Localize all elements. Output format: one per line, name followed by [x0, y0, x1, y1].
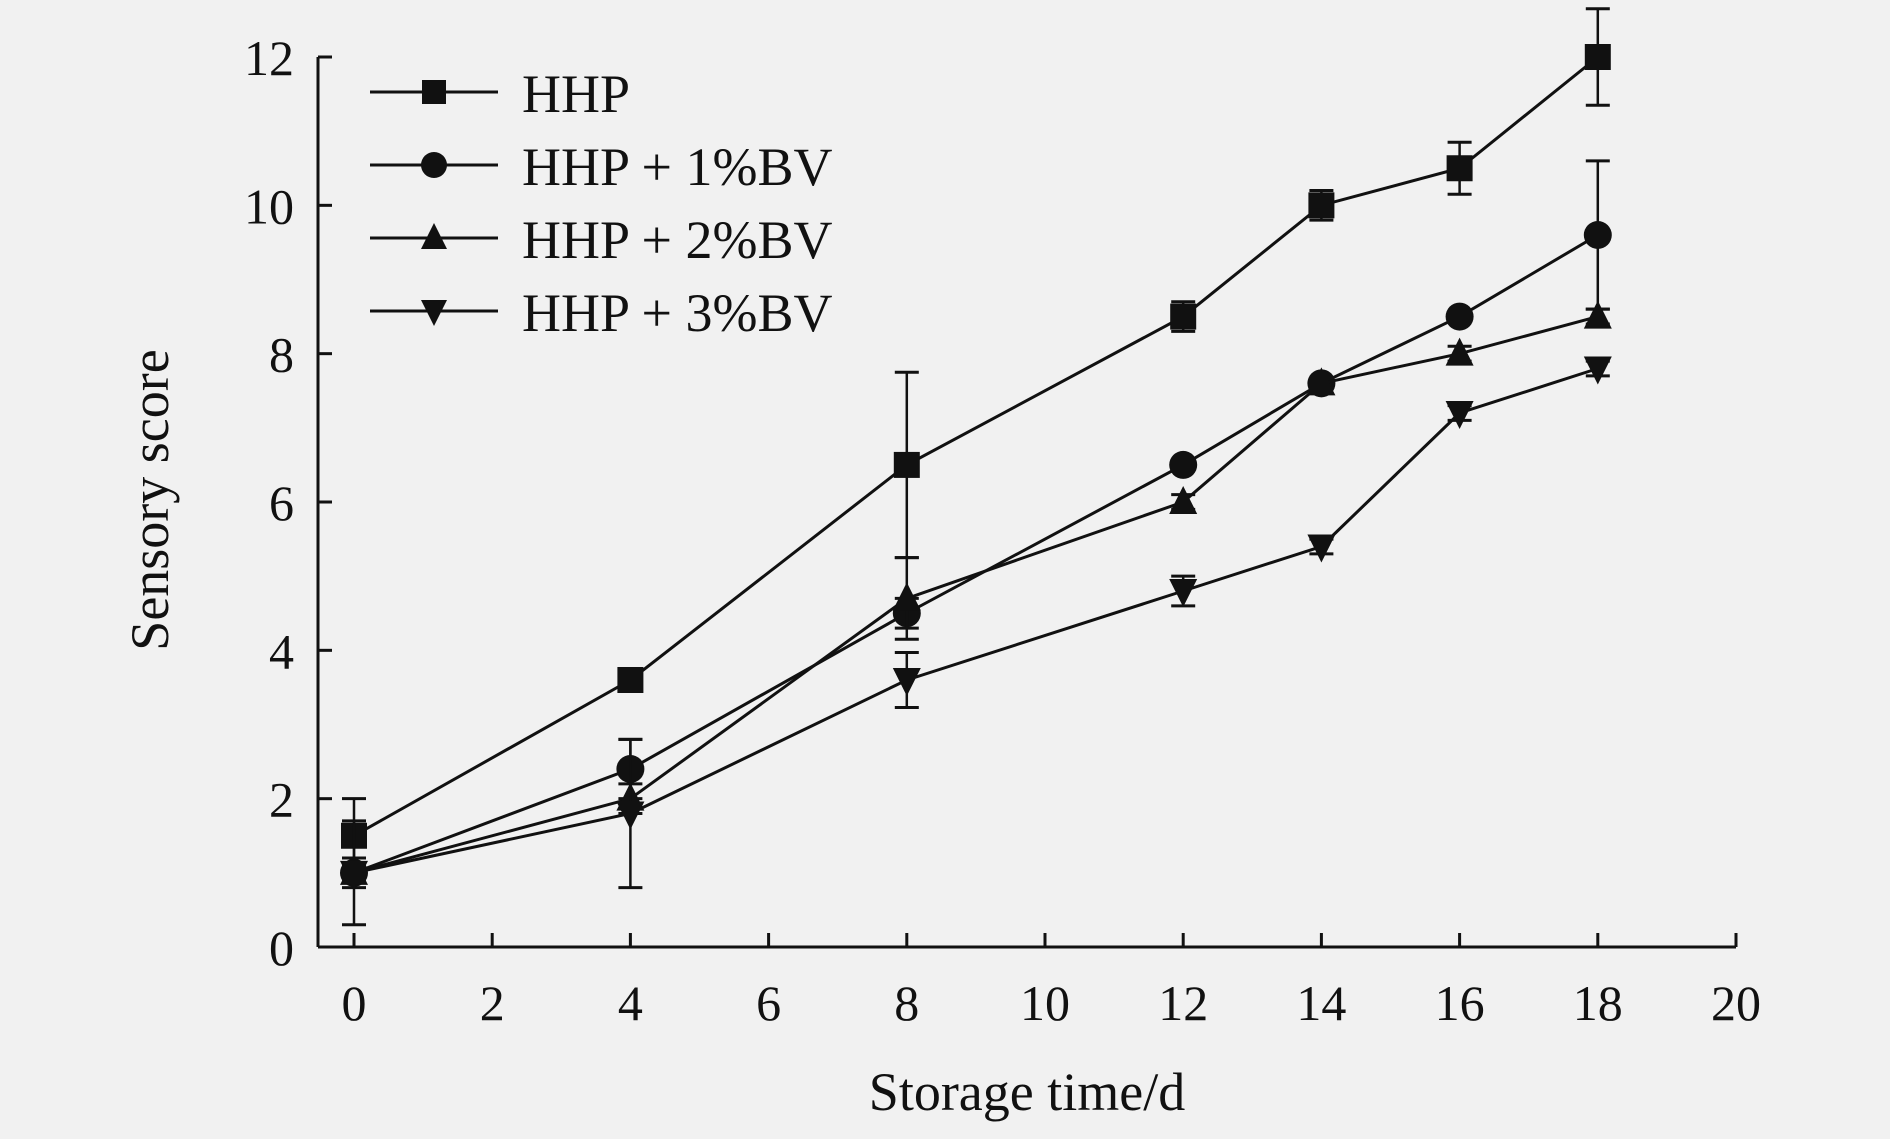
axes: 0 2 4 6 8 10 12 14 16 18 20 0 2 4 6 8 10 12: [244, 30, 1761, 1031]
x-tick-label: 8: [894, 975, 919, 1031]
y-tick-label: 8: [269, 327, 294, 383]
triangle-down-marker: [1307, 534, 1336, 563]
y-tick-label: 6: [269, 475, 294, 531]
x-tick-label: 2: [480, 975, 505, 1031]
legend-item: HHP + 3%BV: [370, 283, 832, 343]
series-3: [340, 356, 1612, 927]
triangle-down-marker: [1445, 401, 1474, 429]
y-tick-label: 12: [244, 30, 294, 86]
square-marker: [893, 451, 920, 478]
x-tick-label: 20: [1711, 975, 1761, 1031]
triangle-up-marker: [1445, 337, 1474, 366]
triangle-up-marker: [892, 582, 921, 611]
triangle-up-marker: [1169, 486, 1198, 514]
triangle-up-marker: [421, 223, 447, 249]
square-marker: [1308, 192, 1335, 219]
legend-label: HHP: [522, 64, 630, 124]
legend-item: HHP: [370, 64, 630, 124]
x-tick-label: 18: [1573, 975, 1623, 1031]
x-tick-label: 6: [756, 975, 781, 1031]
x-tick-label: 4: [618, 975, 643, 1031]
y-tick-label: 4: [269, 623, 294, 679]
series-line: [353, 367, 1599, 875]
x-tick-label: 14: [1296, 975, 1346, 1031]
y-tick-label: 10: [244, 178, 294, 234]
x-tick-label: 0: [342, 975, 367, 1031]
square-marker: [1446, 155, 1473, 182]
x-axis-title: Storage time/d: [869, 1062, 1185, 1122]
circle-marker: [1583, 221, 1612, 249]
y-axis-title: Sensory score: [120, 349, 180, 650]
legend: HHP HHP + 1%BV HHP + 2%BV HHP + 3%BV: [370, 64, 832, 343]
triangle-down-marker: [1169, 579, 1198, 607]
triangle-up-marker: [1307, 367, 1336, 396]
y-tick-label: 0: [269, 920, 294, 976]
square-marker: [422, 80, 446, 104]
y-tick-label: 2: [269, 772, 294, 828]
legend-label: HHP + 3%BV: [522, 283, 832, 343]
circle-marker: [1445, 302, 1474, 331]
legend-item: HHP + 2%BV: [370, 210, 832, 270]
square-marker: [617, 667, 644, 693]
series-group: [340, 7, 1612, 927]
x-tick-label: 12: [1158, 975, 1208, 1031]
circle-marker: [1169, 450, 1198, 479]
series-line: [353, 315, 1599, 875]
x-tick-label: 16: [1435, 975, 1485, 1031]
circle-marker: [421, 152, 447, 178]
square-marker: [1170, 303, 1197, 330]
legend-label: HHP + 2%BV: [522, 210, 832, 270]
series-2: [340, 300, 1612, 885]
square-marker: [1584, 44, 1611, 70]
x-tick-label: 10: [1020, 975, 1070, 1031]
triangle-down-marker: [421, 300, 447, 326]
series-0: [341, 7, 1611, 875]
legend-label: HHP + 1%BV: [522, 137, 832, 197]
triangle-down-marker: [616, 801, 645, 830]
triangle-down-marker: [340, 860, 368, 889]
triangle-up-marker: [1583, 300, 1612, 329]
triangle-down-marker: [892, 668, 921, 696]
legend-item: HHP + 1%BV: [370, 137, 832, 197]
triangle-down-marker: [1583, 356, 1612, 385]
